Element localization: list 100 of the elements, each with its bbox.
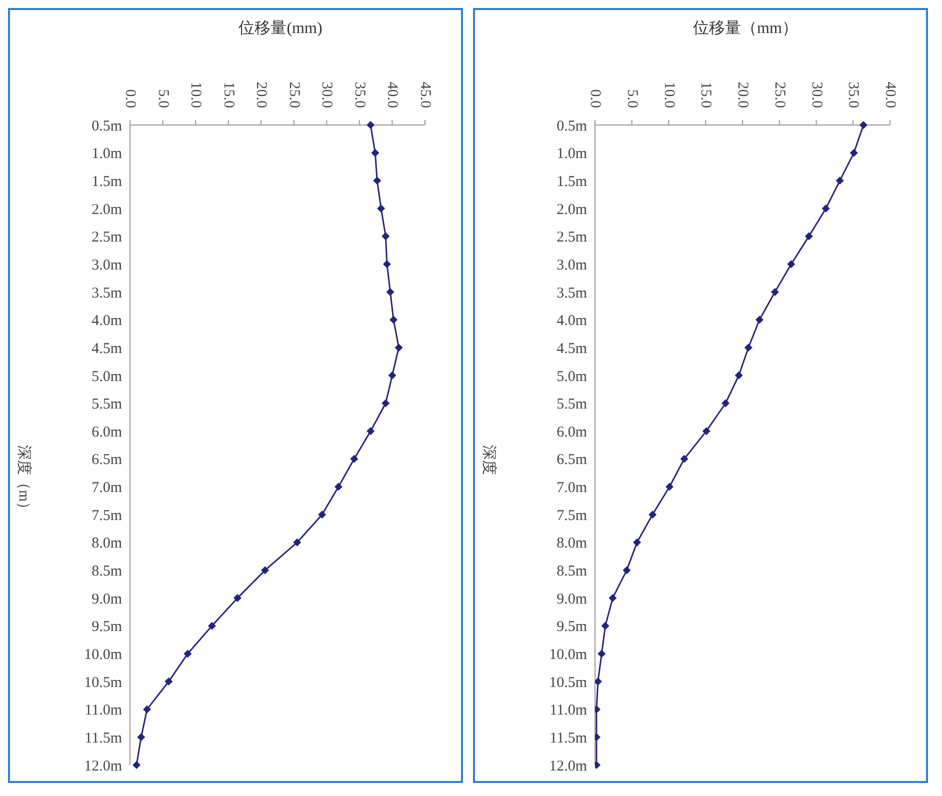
y-tick-label: 9.0m <box>556 591 588 608</box>
point <box>787 260 796 268</box>
x-tick-label: 25.0 <box>771 82 788 108</box>
y-tick-label: 11.5m <box>84 730 122 746</box>
y-tick-label: 3.5m <box>92 285 122 302</box>
y-tick-label: 7.5m <box>556 508 588 524</box>
x-tick-label: 10.0 <box>188 82 204 108</box>
y-tick-label: 7.0m <box>92 480 122 496</box>
x-tick-label: 35.0 <box>351 82 368 108</box>
point <box>382 232 390 240</box>
point <box>770 288 779 296</box>
y-tick-label: 12.0m <box>549 758 588 774</box>
y-tick-label: 6.0m <box>556 424 588 440</box>
point <box>373 176 382 185</box>
y-tick-label: 1.0m <box>556 146 588 162</box>
x-tick-label: 30.0 <box>318 82 335 108</box>
y-tick-label: 5.0m <box>92 368 122 385</box>
point <box>648 510 657 519</box>
point <box>850 148 858 157</box>
point <box>386 288 394 296</box>
point <box>680 454 688 463</box>
y-tick-label: 3.0m <box>92 257 122 274</box>
point <box>371 148 380 157</box>
point <box>744 344 752 352</box>
point <box>836 176 844 185</box>
point <box>622 566 631 574</box>
point <box>804 232 813 240</box>
point <box>595 678 602 686</box>
point <box>366 427 375 436</box>
y-tick-label: 10.0m <box>84 647 122 664</box>
x-axis-title: 位移量（mm） <box>692 19 799 39</box>
x-tick-label: 0.0 <box>587 89 603 108</box>
y-tick-label: 11.5m <box>550 730 588 746</box>
point <box>318 510 326 519</box>
point <box>598 650 606 658</box>
point <box>143 705 152 714</box>
y-tick-label: 5.5m <box>92 396 122 413</box>
point <box>734 371 743 380</box>
y-tick-label: 0.5m <box>556 118 588 134</box>
y-axis-title: 深度（m） <box>16 445 33 517</box>
point <box>261 566 270 574</box>
y-tick-label: 3.0m <box>556 257 588 274</box>
x-tick-label: 5.0 <box>624 89 640 108</box>
y-tick-label: 7.5m <box>92 508 122 524</box>
x-tick-label: 30.0 <box>808 82 824 108</box>
y-tick-label: 3.5m <box>556 285 588 302</box>
point <box>633 538 642 546</box>
y-tick-label: 1.0m <box>92 146 122 162</box>
point <box>702 427 710 436</box>
x-axis-title: 位移量(mm) <box>238 19 324 39</box>
y-tick-label: 4.5m <box>556 340 588 357</box>
x-tick-label: 40.0 <box>384 82 400 108</box>
y-axis-title: 深度 <box>480 445 498 475</box>
y-tick-label: 7.0m <box>556 480 588 496</box>
y-tick-label: 9.0m <box>92 591 122 608</box>
y-tick-label: 8.5m <box>92 564 122 580</box>
y-tick-label: 2.5m <box>556 230 588 246</box>
y-tick-label: 10.5m <box>549 674 588 691</box>
point <box>208 622 216 630</box>
x-tick-label: 0.0 <box>122 89 138 108</box>
point <box>755 316 764 324</box>
x-tick-label: 15.0 <box>698 82 714 108</box>
y-tick-label: 2.5m <box>92 230 122 246</box>
x-tick-label: 20.0 <box>734 82 750 108</box>
point <box>184 650 192 658</box>
x-tick-label: 15.0 <box>220 82 236 108</box>
y-tick-label: 11.0m <box>84 702 122 719</box>
y-tick-label: 6.5m <box>556 452 588 468</box>
x-tick-label: 35.0 <box>845 82 862 108</box>
y-tick-label: 8.0m <box>556 536 588 552</box>
point <box>822 204 830 212</box>
x-tick-label: 40.0 <box>882 82 898 108</box>
point <box>390 316 398 324</box>
y-tick-label: 9.5m <box>92 619 122 636</box>
y-tick-label: 1.5m <box>92 174 122 190</box>
point <box>601 622 610 630</box>
y-tick-label: 10.5m <box>84 674 122 691</box>
y-tick-label: 4.0m <box>556 313 588 330</box>
y-tick-label: 0.5m <box>92 118 122 134</box>
point <box>293 538 302 546</box>
point <box>722 399 730 408</box>
y-tick-label: 5.0m <box>556 368 588 385</box>
point <box>164 678 173 686</box>
x-tick-label: 5.0 <box>154 89 171 108</box>
y-tick-label: 4.0m <box>92 313 122 330</box>
point <box>137 733 146 742</box>
point <box>382 260 391 268</box>
y-tick-label: 5.5m <box>556 396 588 413</box>
y-tick-label: 2.0m <box>556 202 588 218</box>
point <box>334 482 342 491</box>
y-tick-label: 8.5m <box>556 564 588 580</box>
point <box>366 121 375 129</box>
y-tick-label: 4.5m <box>92 340 122 357</box>
point <box>665 482 674 491</box>
y-tick-label: 8.0m <box>92 536 122 552</box>
x-tick-label: 45.0 <box>417 82 433 108</box>
point <box>234 594 242 602</box>
y-tick-label: 6.0m <box>92 424 122 440</box>
x-tick-label: 20.0 <box>253 82 270 108</box>
y-tick-label: 9.5m <box>556 619 588 636</box>
